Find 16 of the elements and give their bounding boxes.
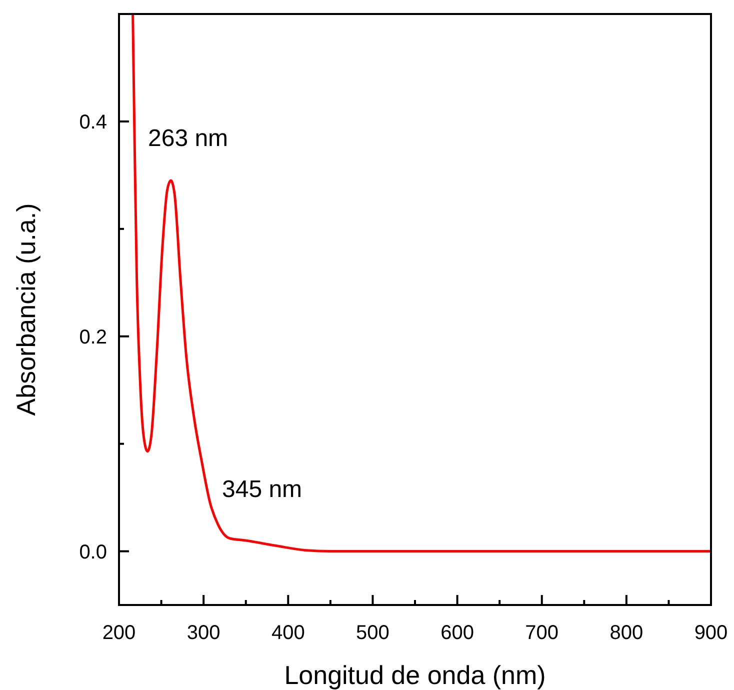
x-tick-label: 400 <box>271 622 305 644</box>
x-tick-label: 800 <box>610 622 644 644</box>
annotation: 345 nm <box>222 476 302 503</box>
line-series <box>132 14 711 553</box>
x-axis-title: Longitud de onda (nm) <box>284 660 546 690</box>
x-tick-label: 500 <box>356 622 390 644</box>
x-tick-label: 900 <box>694 622 728 644</box>
x-tick-label: 300 <box>186 622 220 644</box>
annotation: 263 nm <box>148 125 228 152</box>
y-tick-label: 0.4 <box>79 111 107 134</box>
x-tick-label: 700 <box>525 622 559 644</box>
y-axis-title: Absorbancia (u.a.) <box>11 203 41 416</box>
x-tick-label: 600 <box>440 622 474 644</box>
x-tick-label: 200 <box>102 622 136 644</box>
y-tick-label: 0.0 <box>79 541 107 564</box>
y-tick-label: 0.2 <box>79 326 107 348</box>
